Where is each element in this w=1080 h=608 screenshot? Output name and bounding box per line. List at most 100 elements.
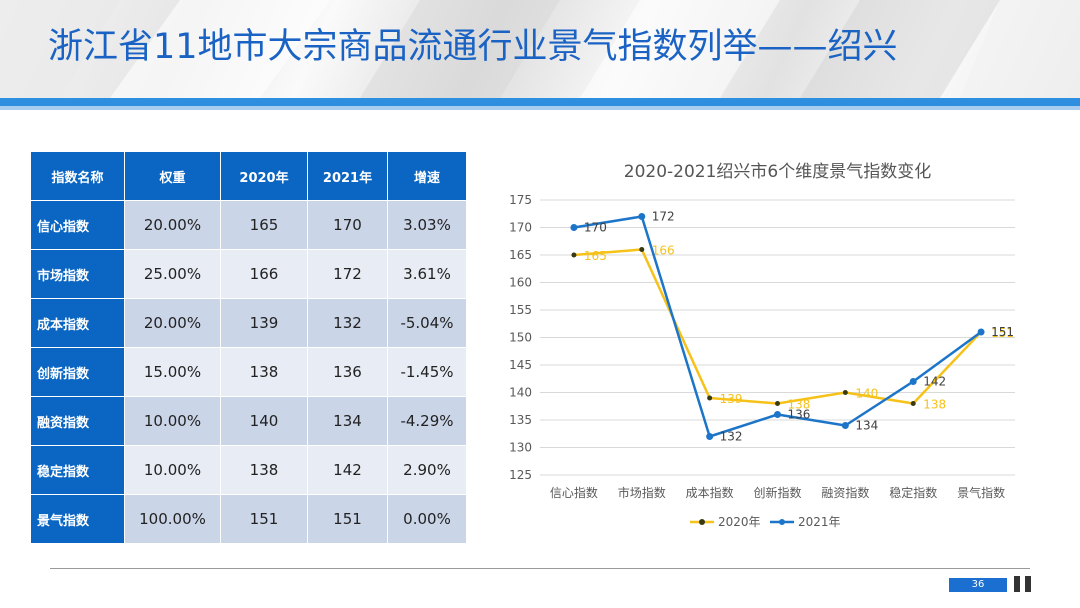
data-label: 132 xyxy=(720,430,743,444)
table-row: 稳定指数 10.00% 138 142 2.90% xyxy=(30,445,467,495)
x-tick-label: 创新指数 xyxy=(753,485,801,500)
data-point xyxy=(775,401,780,406)
y-tick-label: 155 xyxy=(509,303,532,317)
y-tick-label: 160 xyxy=(509,276,532,290)
header-decoration xyxy=(0,0,1080,98)
y-tick-label: 130 xyxy=(509,441,532,455)
table-cell: 151 xyxy=(220,494,308,544)
data-label: 142 xyxy=(923,375,946,389)
row-label: 信心指数 xyxy=(30,200,125,250)
table-cell: 0.00% xyxy=(387,494,467,544)
data-point xyxy=(570,224,578,231)
line-chart: 2020-2021绍兴市6个维度景气指数变化 125 130 135 140 145 150… xyxy=(509,162,1015,529)
data-point xyxy=(707,395,713,401)
table-cell: 10.00% xyxy=(124,445,221,495)
y-tick-label: 150 xyxy=(509,331,532,345)
data-label: 140 xyxy=(855,387,878,401)
data-label: 166 xyxy=(652,244,675,258)
table-cell: 172 xyxy=(307,249,388,299)
table-cell: 138 xyxy=(220,445,308,495)
page-number: 36 xyxy=(949,578,1007,592)
table-cell: 140 xyxy=(220,396,308,446)
table-cell: 25.00% xyxy=(124,249,221,299)
x-tick-label: 市场指数 xyxy=(618,485,666,500)
header-cell: 2020年 xyxy=(220,151,308,201)
y-tick-label: 140 xyxy=(509,386,532,400)
table-cell: 139 xyxy=(220,298,308,348)
table-cell: 165 xyxy=(220,200,308,250)
table-row: 成本指数 20.00% 139 132 -5.04% xyxy=(30,298,467,348)
legend-marker xyxy=(779,519,785,525)
header-cell: 指数名称 xyxy=(30,151,125,201)
table-cell: 100.00% xyxy=(124,494,221,544)
header-cell: 增速 xyxy=(387,151,467,201)
data-label: 165 xyxy=(584,249,607,263)
table-row: 融资指数 10.00% 140 134 -4.29% xyxy=(30,396,467,446)
table-cell: 2.90% xyxy=(387,445,467,495)
x-tick-label: 融资指数 xyxy=(821,485,869,500)
table-cell: 138 xyxy=(220,347,308,397)
data-point xyxy=(774,411,781,418)
data-label: 138 xyxy=(788,398,811,412)
chart-title: 2020-2021绍兴市6个维度景气指数变化 xyxy=(624,162,931,182)
table-cell: -5.04% xyxy=(387,298,467,348)
x-tick-label: 稳定指数 xyxy=(889,485,937,500)
y-tick-label: 170 xyxy=(509,221,532,235)
row-label: 融资指数 xyxy=(30,396,125,446)
data-label: 151 xyxy=(991,326,1014,340)
table-cell: 10.00% xyxy=(124,396,221,446)
table-cell: 170 xyxy=(307,200,388,250)
data-label: 151 xyxy=(991,325,1014,339)
table-cell: -1.45% xyxy=(387,347,467,397)
y-tick-label: 135 xyxy=(509,413,532,427)
data-label: 170 xyxy=(584,221,607,235)
legend-label: 2021年 xyxy=(798,515,841,529)
index-table: 指数名称 权重 2020年 2021年 增速 信心指数 20.00% 165 1… xyxy=(30,151,467,544)
x-tick-label: 景气指数 xyxy=(957,485,1005,500)
row-label: 市场指数 xyxy=(30,249,125,299)
y-tick-label: 125 xyxy=(509,468,532,482)
table-cell: 15.00% xyxy=(124,347,221,397)
x-tick-label: 成本指数 xyxy=(686,485,734,500)
data-label: 139 xyxy=(720,392,743,406)
table-cell: 20.00% xyxy=(124,298,221,348)
row-label: 成本指数 xyxy=(30,298,125,348)
footer-divider xyxy=(50,568,1030,569)
data-point xyxy=(638,213,646,220)
data-label: 138 xyxy=(923,398,946,412)
table-cell: 132 xyxy=(307,298,388,348)
header-cell: 2021年 xyxy=(307,151,388,201)
data-label: 172 xyxy=(652,210,675,224)
header-banner xyxy=(0,0,1080,98)
data-point xyxy=(977,328,985,336)
table-row: 创新指数 15.00% 138 136 -1.45% xyxy=(30,347,467,397)
row-label: 创新指数 xyxy=(30,347,125,397)
table-cell: 3.03% xyxy=(387,200,467,250)
data-point xyxy=(706,433,714,440)
footer-bar xyxy=(1025,576,1031,592)
title-rule xyxy=(0,98,1080,106)
data-point xyxy=(842,390,848,395)
title-rule-light xyxy=(0,106,1080,110)
data-label: 136 xyxy=(788,408,811,422)
row-label: 景气指数 xyxy=(30,494,125,544)
data-point xyxy=(571,252,577,258)
y-tick-label: 145 xyxy=(509,358,532,372)
table-cell: 3.61% xyxy=(387,249,467,299)
data-point xyxy=(841,422,849,429)
series-line-1 xyxy=(573,248,982,405)
table-cell: 136 xyxy=(307,347,388,397)
footer-bar xyxy=(1014,576,1020,592)
legend-marker xyxy=(699,519,705,525)
x-tick-label: 信心指数 xyxy=(550,485,598,500)
data-label: 134 xyxy=(855,419,878,433)
table-cell: 20.00% xyxy=(124,200,221,250)
y-tick-label: 165 xyxy=(509,248,532,262)
table-cell: 142 xyxy=(307,445,388,495)
table-cell: 151 xyxy=(307,494,388,544)
y-tick-label: 175 xyxy=(509,193,532,207)
data-point xyxy=(909,378,917,385)
table-row: 信心指数 20.00% 165 170 3.03% xyxy=(30,200,467,250)
table-cell: 166 xyxy=(220,249,308,299)
table-row: 景气指数 100.00% 151 151 0.00% xyxy=(30,494,467,544)
